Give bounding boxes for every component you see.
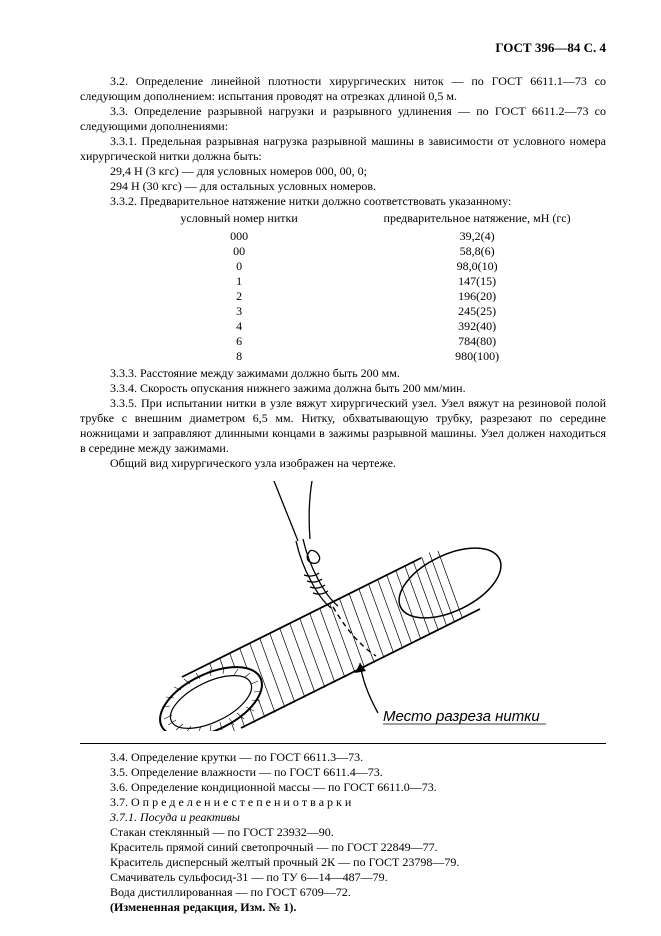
- table-row: 2 196(20): [80, 289, 606, 304]
- table-head-left: условный номер нитки: [80, 211, 348, 226]
- table-head-right: предварительное натяжение, мН (гс): [348, 211, 606, 226]
- paragraph-3-3-5: 3.3.5. При испытании нитки в узле вяжут …: [80, 396, 606, 456]
- table-cell: 392(40): [348, 319, 606, 334]
- table-cell: 147(15): [348, 274, 606, 289]
- table-row: 000 39,2(4): [80, 229, 606, 244]
- reagent-line-c: Краситель дисперсный желтый прочный 2К —…: [80, 855, 606, 870]
- paragraph-figure-ref: Общий вид хирургического узла изображен …: [80, 456, 606, 471]
- table-row: 3 245(25): [80, 304, 606, 319]
- paragraph-3-3-1: 3.3.1. Предельная разрывная нагрузка раз…: [80, 134, 606, 164]
- table-cell: 58,8(6): [348, 244, 606, 259]
- table-cell: 4: [80, 319, 348, 334]
- table-row: 1 147(15): [80, 274, 606, 289]
- table-cell: 2: [80, 289, 348, 304]
- reagent-line-a: Стакан стеклянный — по ГОСТ 23932—90.: [80, 825, 606, 840]
- figure-label: Место разреза нитки: [383, 708, 540, 725]
- reagent-line-b: Краситель прямой синий светопрочный — по…: [80, 840, 606, 855]
- table-cell: 000: [80, 229, 348, 244]
- paragraph-3-7: 3.7. О п р е д е л е н и е с т е п е н и…: [80, 795, 606, 810]
- table-cell: 39,2(4): [348, 229, 606, 244]
- table-cell: 196(20): [348, 289, 606, 304]
- page-header: ГОСТ 396—84 С. 4: [80, 40, 606, 56]
- line-3-3-1-a: 29,4 Н (3 кгс) — для условных номеров 00…: [80, 164, 606, 179]
- paragraph-3-6: 3.6. Определение кондиционной массы — по…: [80, 780, 606, 795]
- table-cell: 1: [80, 274, 348, 289]
- table-head: условный номер нитки предварительное нат…: [80, 211, 606, 226]
- table-cell: 8: [80, 349, 348, 364]
- table-row: 6 784(80): [80, 334, 606, 349]
- table-row: 00 58,8(6): [80, 244, 606, 259]
- changed-edition-note: (Измененная редакция, Изм. № 1).: [80, 900, 606, 915]
- paragraph-3-3: 3.3. Определение разрывной нагрузки и ра…: [80, 104, 606, 134]
- pretension-table: условный номер нитки предварительное нат…: [80, 211, 606, 364]
- tube-knot-illustration: Место разреза нитки: [128, 481, 558, 731]
- page-container: ГОСТ 396—84 С. 4 3.2. Определение линейн…: [0, 0, 661, 936]
- line-3-3-1-b: 294 Н (30 кгс) — для остальных условных …: [80, 179, 606, 194]
- table-cell: 98,0(10): [348, 259, 606, 274]
- table-row: 4 392(40): [80, 319, 606, 334]
- table-cell: 0: [80, 259, 348, 274]
- paragraph-3-7-1: 3.7.1. Посуда и реактивы: [80, 810, 606, 825]
- table-row: 8 980(100): [80, 349, 606, 364]
- paragraph-3-3-2: 3.3.2. Предварительное натяжение нитки д…: [80, 194, 606, 209]
- table-cell: 980(100): [348, 349, 606, 364]
- table-cell: 00: [80, 244, 348, 259]
- table-cell: 245(25): [348, 304, 606, 319]
- table-cell: 784(80): [348, 334, 606, 349]
- paragraph-3-2: 3.2. Определение линейной плотности хиру…: [80, 74, 606, 104]
- table-row: 0 98,0(10): [80, 259, 606, 274]
- reagent-line-d: Смачиватель сульфосид-31 — по ТУ 6—14—48…: [80, 870, 606, 885]
- reagent-line-e: Вода дистиллированная — по ГОСТ 6709—72.: [80, 885, 606, 900]
- table-cell: 6: [80, 334, 348, 349]
- paragraph-3-3-3: 3.3.3. Расстояние между зажимами должно …: [80, 366, 606, 381]
- paragraph-3-4: 3.4. Определение крутки — по ГОСТ 6611.3…: [80, 750, 606, 765]
- table-cell: 3: [80, 304, 348, 319]
- paragraph-3-3-4: 3.3.4. Скорость опускания нижнего зажима…: [80, 381, 606, 396]
- knot-figure: Место разреза нитки: [128, 481, 558, 735]
- paragraph-3-5: 3.5. Определение влажности — по ГОСТ 661…: [80, 765, 606, 780]
- divider: [80, 743, 606, 744]
